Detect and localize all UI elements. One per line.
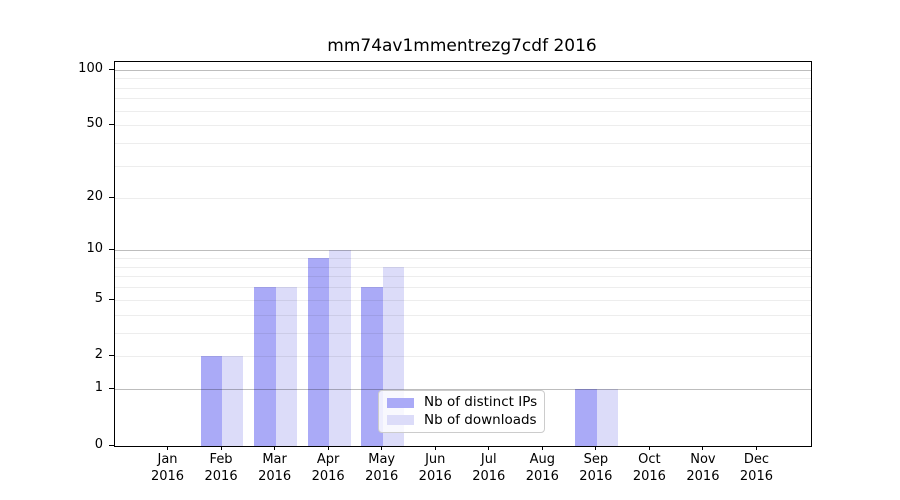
gridline-minor xyxy=(115,276,811,278)
x-tick xyxy=(274,446,276,450)
gridline-minor xyxy=(115,258,811,260)
y-tick xyxy=(109,124,114,126)
legend-item: Nb of distinct IPs xyxy=(387,394,538,411)
y-tick-label: 0 xyxy=(94,437,103,452)
legend-item: Nb of downloads xyxy=(387,411,537,428)
gridline-minor xyxy=(115,98,811,100)
bar-downloads-feb xyxy=(222,356,244,446)
x-tick-label: Nov 2016 xyxy=(686,452,720,484)
gridline-minor xyxy=(115,314,811,316)
y-tick-label: 2 xyxy=(94,347,103,363)
gridline-minor xyxy=(115,143,811,145)
x-tick-label: Jan 2016 xyxy=(150,452,185,484)
gridline-minor xyxy=(115,78,811,80)
x-tick xyxy=(541,446,543,450)
y-tick xyxy=(109,388,114,390)
legend-label: Nb of downloads xyxy=(424,411,537,428)
x-tick xyxy=(167,446,169,450)
x-tick xyxy=(595,446,597,450)
x-tick xyxy=(488,446,490,450)
x-tick xyxy=(381,446,383,450)
legend-swatch-downloads xyxy=(387,415,414,426)
legend: Nb of distinct IPs Nb of downloads xyxy=(378,390,545,433)
y-tick xyxy=(109,298,114,300)
x-tick xyxy=(755,446,757,450)
bar-downloads-apr xyxy=(329,250,351,446)
x-tick-label: Jul 2016 xyxy=(472,452,506,484)
x-tick xyxy=(648,446,650,450)
x-tick-label: Jun 2016 xyxy=(418,452,452,484)
x-tick xyxy=(434,446,436,450)
y-tick xyxy=(109,445,114,446)
bar-distinct-ips-apr xyxy=(307,258,330,446)
gridline-minor xyxy=(115,197,811,199)
y-tick-label: 5 xyxy=(94,290,103,306)
x-tick-label: Dec 2016 xyxy=(739,452,773,484)
gridline-minor xyxy=(115,266,811,268)
x-tick-label: Feb 2016 xyxy=(204,452,238,484)
y-tick xyxy=(109,68,114,70)
gridline-minor xyxy=(115,287,811,289)
gridline-minor xyxy=(115,110,811,112)
bar-downloads-sep xyxy=(596,389,619,446)
y-tick xyxy=(109,196,114,198)
x-tick-label: May 2016 xyxy=(365,452,399,484)
gridline-major xyxy=(115,69,811,71)
legend-swatch-distinct-ips xyxy=(387,397,414,408)
gridline-minor xyxy=(115,332,811,334)
bar-distinct-ips-feb xyxy=(200,356,223,446)
y-tick-label: 1 xyxy=(94,380,103,396)
gridline-minor xyxy=(115,166,811,167)
bar-downloads-mar xyxy=(275,287,298,446)
gridline-minor xyxy=(115,87,811,89)
y-tick xyxy=(109,249,114,251)
bar-distinct-ips-mar xyxy=(254,287,276,446)
x-tick xyxy=(702,446,704,450)
y-tick-label: 50 xyxy=(86,116,103,132)
x-tick-label: Mar 2016 xyxy=(258,452,292,484)
x-tick-label: Aug 2016 xyxy=(525,452,559,484)
x-tick xyxy=(220,446,222,450)
y-tick-label: 10 xyxy=(86,241,103,257)
chart-title: mm74av1mmentrezg7cdf 2016 xyxy=(327,36,597,56)
gridline-minor xyxy=(115,299,811,301)
x-tick-label: Apr 2016 xyxy=(311,452,345,484)
bar-distinct-ips-may xyxy=(361,287,383,446)
y-tick-label: 20 xyxy=(86,188,103,204)
x-tick-label: Sep 2016 xyxy=(579,452,613,484)
gridline-major xyxy=(115,250,811,252)
x-tick xyxy=(327,446,329,450)
bar-distinct-ips-sep xyxy=(575,389,597,446)
x-tick-label: Oct 2016 xyxy=(632,452,666,484)
y-tick-label: 100 xyxy=(78,60,103,76)
y-tick xyxy=(109,355,114,357)
gridline-minor xyxy=(115,125,811,127)
legend-label: Nb of distinct IPs xyxy=(424,394,538,411)
